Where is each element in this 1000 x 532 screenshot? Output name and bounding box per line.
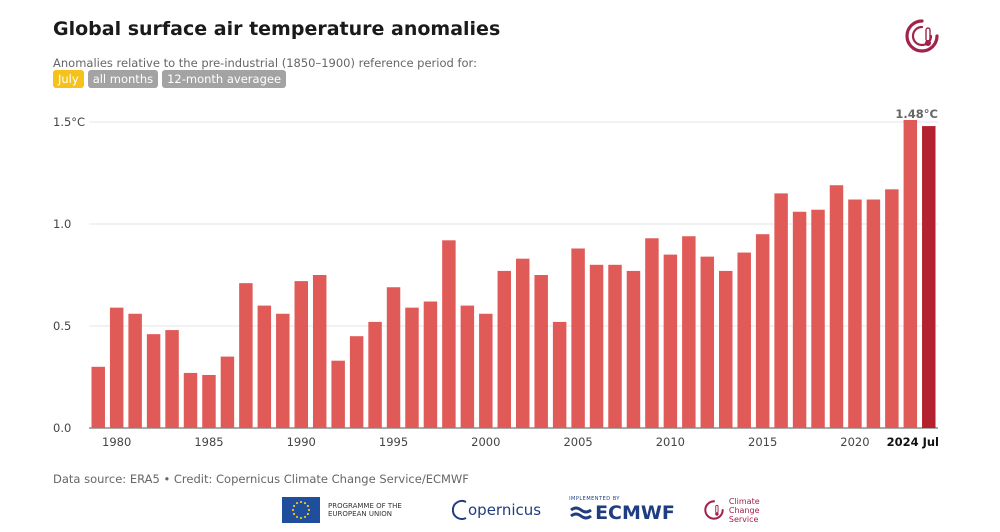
- eu-star: [295, 501, 299, 505]
- bar-2019[interactable]: [829, 185, 844, 428]
- bar-2004[interactable]: [552, 321, 567, 428]
- bar-chart: 0.0 0.5 1.0 1.5°C 1980 1985 1990 1995 2000 2005 20…: [53, 107, 939, 449]
- bar-2024[interactable]: [922, 126, 936, 428]
- bar-1993[interactable]: [349, 336, 364, 428]
- bar-1982[interactable]: [146, 334, 161, 428]
- x-tick-label: 1990: [287, 435, 316, 449]
- copernicus-logo: opernicus: [452, 499, 541, 521]
- bar-1979[interactable]: [91, 366, 105, 428]
- ecmwf-implemented-by: IMPLEMENTED BY: [569, 496, 620, 502]
- bar-1989[interactable]: [276, 313, 290, 428]
- eu-star: [292, 512, 296, 516]
- filter-all-months-button[interactable]: all months: [87, 70, 159, 88]
- bar-2005[interactable]: [571, 248, 585, 428]
- data-source-credit: Data source: ERA5 • Credit: Copernicus C…: [53, 472, 469, 486]
- eu-star: [292, 504, 296, 508]
- c3s-logo: Climate Change Service: [703, 497, 785, 524]
- bar-1981[interactable]: [128, 313, 142, 428]
- eu-star: [291, 508, 295, 512]
- latest-value-annotation: 1.48°C: [895, 107, 938, 121]
- y-tick-label: 0.0: [53, 421, 71, 435]
- eu-star: [299, 500, 303, 504]
- bar-2009[interactable]: [645, 238, 659, 428]
- ecmwf-text: ECMWF: [595, 502, 675, 524]
- bar-1998[interactable]: [442, 240, 456, 428]
- copernicus-text: opernicus: [468, 501, 542, 519]
- c3s-small-icon: [704, 500, 724, 520]
- bar-1996[interactable]: [405, 307, 419, 428]
- bar-2022[interactable]: [885, 189, 899, 428]
- bar-1988[interactable]: [257, 305, 272, 428]
- ecmwf-logo: IMPLEMENTED BY ECMWF: [569, 496, 675, 524]
- chart-title: Global surface air temperature anomalies: [53, 18, 501, 40]
- copernicus-swoosh-icon: [452, 500, 467, 520]
- eu-programme-text: PROGRAMME OF THE EUROPEAN UNION: [328, 502, 402, 518]
- bar-1997[interactable]: [423, 301, 438, 428]
- bar-2001[interactable]: [497, 270, 512, 428]
- bar-2010[interactable]: [663, 254, 678, 428]
- eu-star: [306, 512, 310, 516]
- eu-star: [295, 515, 299, 519]
- bar-1985[interactable]: [202, 374, 216, 428]
- x-tick-label: 1995: [379, 435, 408, 449]
- bar-1984[interactable]: [183, 372, 198, 428]
- eu-star: [306, 504, 310, 508]
- bar-2002[interactable]: [515, 258, 530, 428]
- bar-2003[interactable]: [534, 275, 548, 428]
- bar-2000[interactable]: [479, 313, 493, 428]
- x-tick-label: 1985: [194, 435, 223, 449]
- bar-1983[interactable]: [165, 330, 179, 428]
- bar-1980[interactable]: [109, 307, 124, 428]
- bar-1991[interactable]: [312, 275, 327, 428]
- bar-2007[interactable]: [608, 264, 622, 428]
- eu-star: [303, 515, 307, 519]
- c3s-text: Climate Change Service: [728, 496, 760, 524]
- bar-2014[interactable]: [737, 252, 751, 428]
- bar-1999[interactable]: [460, 305, 475, 428]
- bar-1986[interactable]: [220, 356, 235, 428]
- eu-star: [299, 516, 303, 520]
- partner-logos: PROGRAMME OF THE EUROPEAN UNION opernicu…: [282, 494, 813, 526]
- y-tick-label: 0.5: [53, 319, 71, 333]
- bar-1990[interactable]: [294, 281, 308, 428]
- bar-1987[interactable]: [239, 283, 253, 428]
- bar-2016[interactable]: [774, 193, 788, 428]
- bar-2013[interactable]: [719, 270, 733, 428]
- bar-1992[interactable]: [331, 360, 345, 428]
- chart-subtitle: Anomalies relative to the pre-industrial…: [53, 56, 477, 70]
- x-tick-label: 1980: [102, 435, 131, 449]
- bar-2017[interactable]: [792, 211, 807, 428]
- eu-star: [307, 508, 311, 512]
- x-tick-label: 2010: [656, 435, 685, 449]
- eu-star: [303, 501, 307, 505]
- bar-1995[interactable]: [386, 287, 401, 428]
- x-tick-label: 2005: [563, 435, 592, 449]
- bar-2015[interactable]: [755, 234, 770, 428]
- bar-2021[interactable]: [866, 199, 881, 428]
- eu-logo: PROGRAMME OF THE EUROPEAN UNION: [282, 497, 424, 523]
- bar-2012[interactable]: [700, 256, 715, 428]
- bar-2023[interactable]: [903, 119, 918, 429]
- x-tick-label: 2020: [840, 435, 869, 449]
- bar-2020[interactable]: [848, 199, 862, 428]
- y-tick-label: 1.0: [53, 217, 71, 231]
- bar-2008[interactable]: [626, 270, 641, 428]
- filter-12-month-average-button[interactable]: 12-month averagee: [162, 70, 287, 88]
- period-filter: July all months 12-month averagee: [53, 70, 287, 88]
- c3s-thermometer-icon: [905, 19, 939, 53]
- bar-2006[interactable]: [589, 264, 604, 428]
- eu-flag-icon: [282, 497, 320, 523]
- x-tick-label: 2000: [471, 435, 500, 449]
- x-tick-label: 2015: [748, 435, 777, 449]
- filter-july-button[interactable]: July: [53, 70, 84, 88]
- x-tick-label: 2024 Jul: [887, 435, 939, 449]
- ecmwf-waves-icon: [570, 506, 593, 520]
- bar-2011[interactable]: [682, 236, 696, 428]
- y-tick-label: 1.5°C: [53, 115, 85, 129]
- bar-1994[interactable]: [368, 321, 382, 428]
- bar-2018[interactable]: [811, 209, 825, 428]
